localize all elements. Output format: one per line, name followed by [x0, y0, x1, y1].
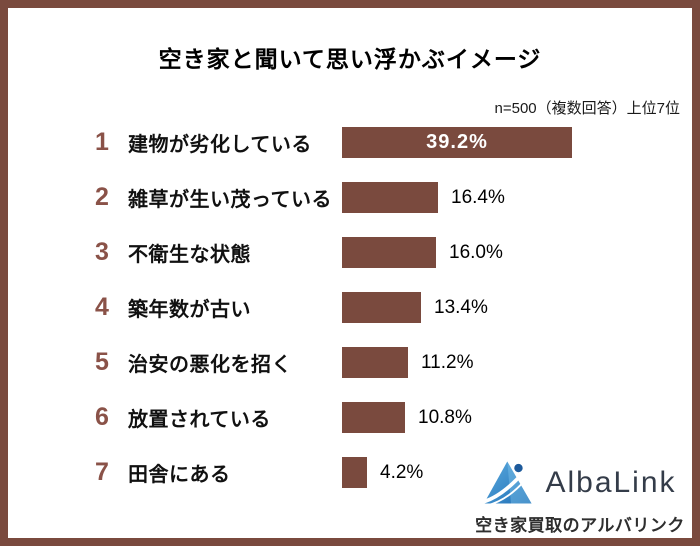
albalink-logo: AlbaLink 空き家買取のアルバリンク [474, 458, 686, 536]
bar [342, 457, 367, 488]
sample-size-note: n=500（複数回答）上位7位 [494, 100, 680, 117]
chart-row: 2 雑草が生い茂っている 16.4% [8, 182, 692, 213]
bar [342, 292, 421, 323]
value-label: 11.2% [421, 351, 474, 373]
category-label: 不衛生な状態 [128, 244, 251, 266]
value-label: 13.4% [434, 296, 488, 318]
category-label: 放置されている [128, 409, 271, 431]
chart-row: 3 不衛生な状態 16.0% [8, 237, 692, 268]
chart-row: 6 放置されている 10.8% [8, 402, 692, 433]
chart-row: 4 築年数が古い 13.4% [8, 292, 692, 323]
value-label: 16.0% [449, 241, 503, 263]
bar: 39.2% [342, 127, 572, 158]
value-label: 16.4% [451, 186, 505, 208]
category-label: 田舎にある [128, 464, 231, 486]
category-label: 建物が劣化している [128, 134, 312, 156]
bar [342, 237, 436, 268]
mountain-triangle-icon [483, 461, 532, 507]
rank-number: 6 [95, 403, 109, 431]
chart-row: 5 治安の悪化を招く 11.2% [8, 347, 692, 378]
rank-number: 3 [95, 238, 109, 266]
rank-number: 4 [95, 293, 109, 321]
value-label: 39.2% [426, 131, 488, 153]
rank-number: 1 [95, 128, 109, 156]
rank-number: 5 [95, 348, 109, 376]
chart-row: 7 田舎にある 4.2% [8, 457, 692, 488]
bar [342, 402, 405, 433]
value-label: 4.2% [380, 461, 424, 483]
chart-title: 空き家と聞いて思い浮かぶイメージ [158, 46, 542, 72]
bar-chart: 1 建物が劣化している 39.2% 2 雑草が生い茂っている 16.4% 3 不… [8, 127, 692, 512]
rank-number: 2 [95, 183, 109, 211]
category-label: 雑草が生い茂っている [128, 189, 332, 211]
category-label: 築年数が古い [128, 299, 251, 321]
bar [342, 347, 408, 378]
rank-number: 7 [95, 458, 109, 486]
chart-row: 1 建物が劣化している 39.2% [8, 127, 692, 158]
logo-wordmark: AlbaLink [545, 466, 677, 499]
logo-tagline: 空き家買取のアルバリンク [475, 516, 685, 535]
category-label: 治安の悪化を招く [128, 354, 292, 376]
logo-row: AlbaLink [474, 458, 686, 508]
bar [342, 182, 438, 213]
value-label: 10.8% [418, 406, 472, 428]
